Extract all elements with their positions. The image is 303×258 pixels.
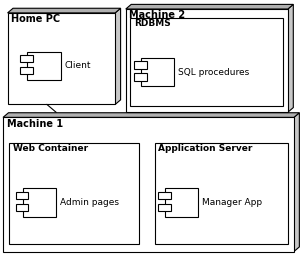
Bar <box>165 188 198 217</box>
Bar <box>134 61 147 69</box>
Bar <box>27 52 61 80</box>
Bar <box>16 192 28 199</box>
Bar <box>158 192 171 199</box>
Text: Manager App: Manager App <box>202 198 262 207</box>
Polygon shape <box>3 113 299 117</box>
Polygon shape <box>8 8 121 13</box>
Bar <box>20 67 33 74</box>
Polygon shape <box>294 113 299 252</box>
Text: Home PC: Home PC <box>11 14 60 24</box>
Text: SQL procedures: SQL procedures <box>178 68 249 77</box>
Bar <box>141 58 174 86</box>
Text: Machine 2: Machine 2 <box>129 10 185 20</box>
Polygon shape <box>126 4 293 9</box>
Text: Application Server: Application Server <box>158 144 252 154</box>
Text: Web Container: Web Container <box>13 144 88 154</box>
Bar <box>130 18 283 106</box>
Bar <box>158 204 171 211</box>
Text: Admin pages: Admin pages <box>60 198 119 207</box>
Text: Client: Client <box>64 61 91 70</box>
Text: Machine 1: Machine 1 <box>7 119 63 129</box>
Polygon shape <box>115 8 121 104</box>
Polygon shape <box>288 4 293 112</box>
Bar <box>126 9 288 112</box>
Bar <box>155 143 288 244</box>
Bar <box>20 55 33 62</box>
Bar <box>134 73 147 81</box>
Bar <box>16 204 28 211</box>
Text: RDBMS: RDBMS <box>134 19 171 28</box>
Bar <box>23 188 56 217</box>
Bar <box>8 13 115 104</box>
Bar <box>9 143 139 244</box>
Bar <box>3 117 294 252</box>
